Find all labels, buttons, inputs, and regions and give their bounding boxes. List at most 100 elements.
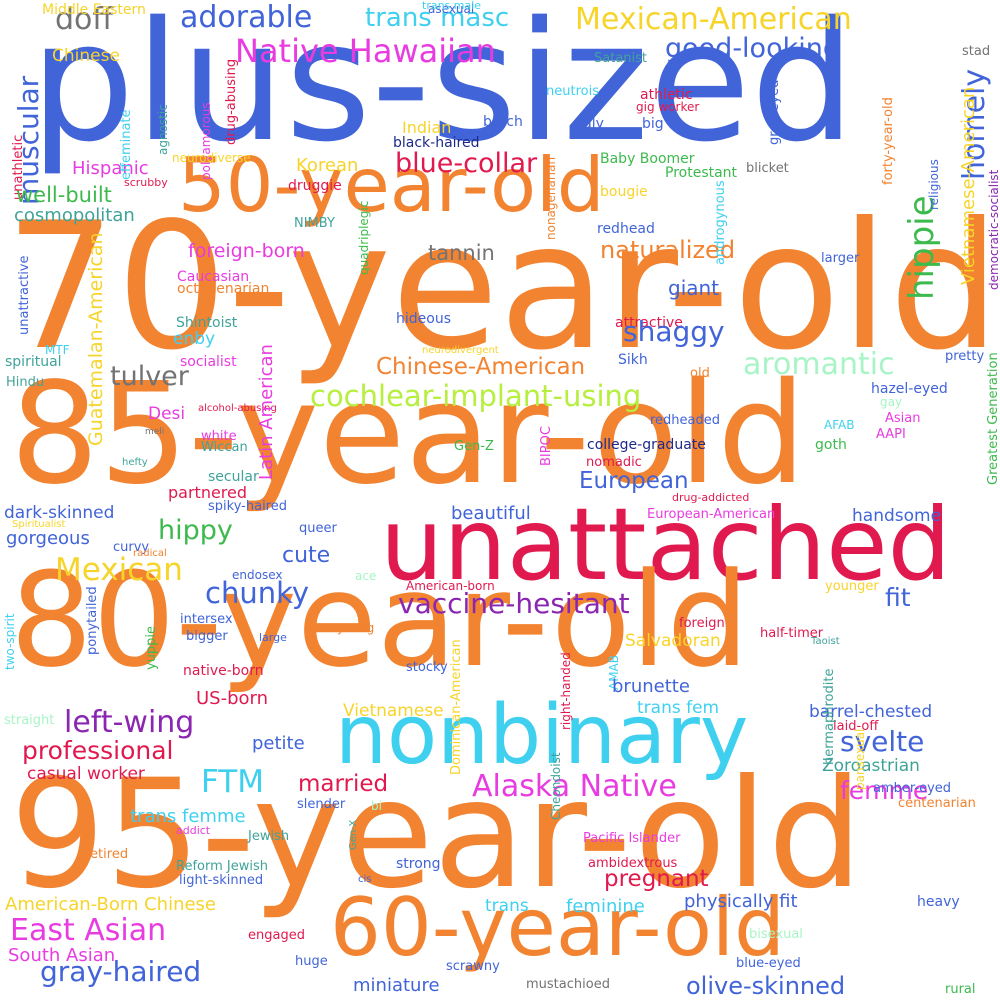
- word-scrawny: scrawny: [446, 959, 500, 974]
- word-aromantic: aromantic: [743, 347, 895, 382]
- word-aapi: AAPI: [876, 427, 906, 442]
- word-ftm: FTM: [201, 764, 264, 800]
- word-ambidextrous: ambidextrous: [588, 856, 678, 871]
- word-brunette: brunette: [612, 676, 690, 697]
- word-alaska-native: Alaska Native: [472, 769, 677, 804]
- word-large: large: [259, 631, 287, 644]
- word-gay: gay: [880, 395, 903, 409]
- word-caucasian: Caucasian: [177, 269, 250, 285]
- word-drug-abusing: drug-abusing: [224, 58, 239, 145]
- word-wiccan: Wiccan: [201, 440, 248, 455]
- word-jewish: Jewish: [248, 829, 290, 844]
- word-centenarian: centenarian: [898, 796, 976, 811]
- word-feminine: feminine: [566, 896, 645, 917]
- word-vietnamese: Vietnamese: [343, 701, 444, 721]
- word-fit: fit: [885, 583, 911, 612]
- word-barrel-chested: barrel-chested: [809, 702, 933, 722]
- word-taoist: Taoist: [811, 636, 840, 647]
- word-married: married: [298, 771, 389, 797]
- word-shintoist: Shintoist: [176, 315, 238, 331]
- word-cis: cis: [358, 874, 372, 885]
- word-big: big: [642, 116, 664, 132]
- word-androgynous: androgynous: [713, 180, 728, 265]
- word-stad: stad: [962, 44, 991, 59]
- word-butch: butch: [483, 114, 523, 130]
- word-spiritual: spiritual: [5, 354, 62, 370]
- word-two-spirit: two-spirit: [3, 613, 17, 670]
- word-naturalized: naturalized: [600, 236, 736, 264]
- word-ugly: ugly: [574, 116, 604, 132]
- word-white: white: [201, 429, 237, 444]
- word-shaggy: shaggy: [623, 315, 725, 348]
- word-larger: larger: [821, 251, 860, 266]
- word-foreign-born: foreign-born: [188, 240, 305, 262]
- word-younger: younger: [825, 579, 879, 594]
- word-vietnamese-american: Vietnamese-American: [958, 86, 979, 285]
- word-european-american: European-American: [647, 507, 776, 522]
- word-mustachioed: mustachioed: [526, 977, 610, 992]
- word-adorable: adorable: [180, 0, 313, 35]
- word-gig-worker: gig worker: [636, 100, 700, 114]
- word-80-year-old: 80-year-old: [10, 544, 750, 696]
- word-blue-eyed: blue-eyed: [736, 956, 801, 971]
- word-spiritualist: Spiritualist: [12, 519, 66, 530]
- word-bipoc: BIPOC: [539, 426, 554, 466]
- word-radical: radical: [133, 548, 167, 559]
- word-partnered: partnered: [168, 483, 248, 502]
- word-svelte: svelte: [840, 725, 925, 758]
- word-bigger: bigger: [186, 629, 228, 644]
- word-bi: bi: [371, 799, 382, 813]
- word-60-year-old: 60-year-old: [330, 881, 785, 974]
- word-yuppie: yuppie: [144, 625, 159, 670]
- word-us-born: US-born: [196, 688, 269, 709]
- word-gen-z: Gen-Z: [454, 439, 494, 454]
- word-agnostic: agnostic: [156, 104, 170, 155]
- word-baby-boomer: Baby Boomer: [600, 151, 695, 167]
- word-scrubby: scrubby: [124, 176, 168, 189]
- word-reform-jewish: Reform Jewish: [176, 859, 268, 874]
- word-pregnant: pregnant: [604, 866, 709, 892]
- word-petite: petite: [252, 733, 305, 754]
- word-south-asian: South Asian: [8, 945, 116, 966]
- word-effeminate: effeminate: [119, 109, 134, 180]
- word-blicket: blicket: [746, 161, 789, 176]
- word-indian: Indian: [402, 118, 452, 137]
- word-gorgeous: gorgeous: [6, 528, 90, 549]
- word-85-year-old: 85-year-old: [10, 353, 807, 516]
- word-chunky: chunky: [205, 576, 310, 610]
- word-neutrois: neutrois: [546, 84, 599, 99]
- word-goth: goth: [815, 437, 847, 453]
- word-secular: secular: [208, 469, 259, 485]
- word-democratic-socialist: democratic-socialist: [987, 169, 1000, 290]
- word-pacific-islander: Pacific Islander: [583, 831, 681, 846]
- word-chinese-american: Chinese-American: [376, 354, 586, 380]
- word-slender: slender: [297, 797, 346, 812]
- word-black-haired: black-haired: [393, 135, 480, 151]
- word-afab: AFAB: [824, 418, 855, 432]
- word-right-handed: right-handed: [559, 652, 573, 730]
- word-physically-fit: physically fit: [684, 891, 798, 912]
- word-tulver: tulver: [110, 361, 189, 392]
- word-blue-collar: blue-collar: [395, 148, 538, 179]
- word-dominican-american: Dominican-American: [449, 639, 464, 775]
- word-east-asian: East Asian: [10, 913, 167, 948]
- word-curvy: curvy: [113, 540, 150, 555]
- word-athletic: athletic: [640, 87, 693, 103]
- word-middle-eastern: Middle Eastern: [42, 2, 146, 18]
- word-cosmopolitan: cosmopolitan: [14, 205, 135, 226]
- word-attractive: attractive: [615, 315, 683, 331]
- word-grey-eyed: grey-eyed: [767, 79, 782, 145]
- word-salvadoran: Salvadoran: [625, 631, 721, 651]
- word-trans-male: trans male: [422, 0, 482, 12]
- word-amber-eyed: amber-eyed: [873, 781, 952, 796]
- word-trans-femme: trans femme: [130, 806, 246, 827]
- word-half-timer: half-timer: [760, 626, 824, 641]
- word-light-skinned: light-skinned: [179, 873, 264, 888]
- word-native-hawaiian: Native Hawaiian: [235, 32, 496, 70]
- word-native-born: native-born: [183, 663, 264, 679]
- word-straight: straight: [4, 713, 55, 728]
- word-handsome: handsome: [852, 506, 942, 526]
- word-meli: meli: [145, 427, 165, 437]
- word-queer: queer: [299, 521, 337, 536]
